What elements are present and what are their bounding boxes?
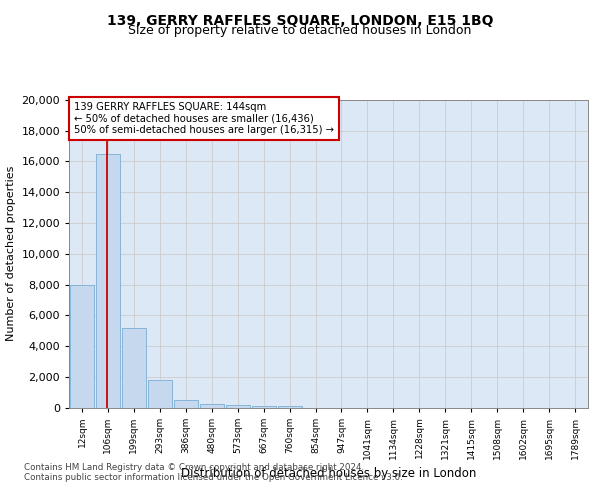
Text: Contains public sector information licensed under the Open Government Licence v3: Contains public sector information licen… bbox=[24, 472, 403, 482]
Bar bbox=[200, 404, 224, 407]
Text: 139 GERRY RAFFLES SQUARE: 144sqm
← 50% of detached houses are smaller (16,436)
5: 139 GERRY RAFFLES SQUARE: 144sqm ← 50% o… bbox=[74, 102, 334, 134]
Bar bbox=[174, 400, 198, 407]
Bar bbox=[226, 405, 250, 407]
Bar bbox=[148, 380, 172, 407]
Text: 139, GERRY RAFFLES SQUARE, LONDON, E15 1BQ: 139, GERRY RAFFLES SQUARE, LONDON, E15 1… bbox=[107, 14, 493, 28]
Bar bbox=[278, 406, 302, 408]
X-axis label: Distribution of detached houses by size in London: Distribution of detached houses by size … bbox=[181, 467, 476, 480]
Y-axis label: Number of detached properties: Number of detached properties bbox=[6, 166, 16, 342]
Text: Contains HM Land Registry data © Crown copyright and database right 2024.: Contains HM Land Registry data © Crown c… bbox=[24, 462, 364, 471]
Bar bbox=[122, 328, 146, 407]
Bar bbox=[70, 284, 94, 408]
Bar bbox=[251, 406, 275, 407]
Bar bbox=[96, 154, 120, 407]
Text: Size of property relative to detached houses in London: Size of property relative to detached ho… bbox=[128, 24, 472, 37]
